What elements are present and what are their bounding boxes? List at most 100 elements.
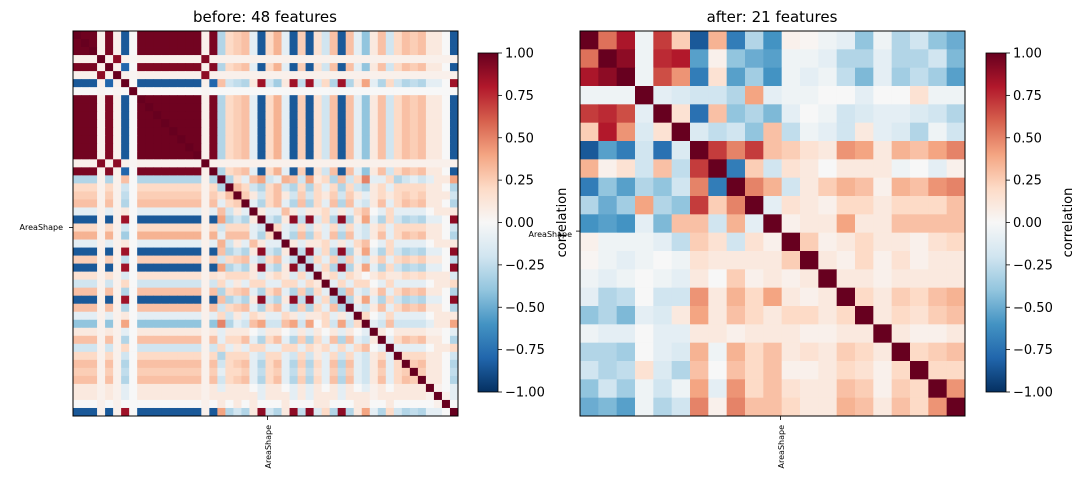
heatmap-cell (393, 367, 403, 377)
heatmap-cell (161, 351, 170, 361)
heatmap-cell (329, 407, 339, 417)
heatmap-cell (89, 175, 98, 184)
heatmap-cell (321, 255, 331, 265)
heatmap-cell (249, 191, 258, 200)
heatmap-cell (616, 269, 636, 289)
heatmap-cell (113, 119, 122, 128)
heatmap-cell (281, 47, 290, 56)
colorbar-tick-label: 0.50 (505, 131, 534, 146)
heatmap-cell (273, 327, 282, 337)
heatmap-cell (217, 223, 226, 232)
heatmap-cell (337, 319, 347, 329)
heatmap-cell (891, 177, 911, 197)
heatmap-cell (281, 367, 290, 377)
heatmap-cell (289, 279, 298, 289)
heatmap-cell (345, 207, 355, 216)
heatmap-cell (89, 183, 98, 192)
heatmap-cell (297, 111, 307, 120)
heatmap-cell (433, 271, 443, 281)
heatmap-cell (369, 231, 379, 240)
heatmap-cell (353, 71, 363, 80)
heatmap-cell (241, 127, 250, 136)
heatmap-cell (257, 191, 266, 200)
heatmap-cell (241, 71, 250, 80)
heatmap-cell (337, 215, 347, 224)
heatmap-cell (377, 95, 387, 104)
heatmap-cell (873, 196, 893, 215)
heatmap-cell (321, 359, 331, 369)
heatmap-cell (369, 351, 379, 361)
heatmap-cell (169, 143, 178, 152)
heatmap-cell (385, 111, 395, 120)
heatmap-cell (818, 361, 838, 380)
heatmap-cell (137, 119, 146, 128)
heatmap-cell (185, 375, 194, 385)
heatmap-cell (401, 255, 411, 265)
heatmap-cell (353, 287, 363, 297)
heatmap-cell (209, 319, 218, 329)
heatmap-cell (81, 79, 90, 88)
heatmap-cell (161, 327, 170, 337)
heatmap-cell (369, 359, 379, 369)
heatmap-cell (910, 232, 929, 252)
heatmap-cell (321, 87, 331, 96)
heatmap-cell (73, 223, 82, 232)
heatmap-cell (409, 183, 419, 192)
heatmap-cell (97, 71, 106, 80)
heatmap-cell (241, 167, 250, 176)
heatmap-cell (305, 39, 315, 48)
heatmap-cell (401, 79, 411, 88)
heatmap-cell (946, 361, 966, 380)
heatmap-cell (105, 359, 114, 369)
heatmap-cell (377, 79, 387, 88)
heatmap-cell (129, 271, 138, 281)
heatmap-cell (946, 31, 966, 50)
heatmap-cell (281, 79, 290, 88)
heatmap-cell (345, 55, 355, 64)
heatmap-cell (97, 279, 106, 289)
heatmap-cell (105, 31, 114, 40)
heatmap-cell (81, 239, 90, 248)
heatmap-cell (257, 215, 266, 224)
heatmap-cell (337, 119, 347, 128)
heatmap-cell (393, 223, 403, 232)
heatmap-cell (265, 383, 274, 393)
heatmap-cell (763, 324, 783, 344)
heatmap-cell (113, 87, 122, 96)
heatmap-cell (580, 251, 599, 270)
heatmap-cell (193, 71, 202, 80)
heatmap-cell (345, 303, 355, 313)
heatmap-cell (369, 383, 379, 393)
heatmap-cell (225, 287, 234, 297)
heatmap-cell (763, 379, 783, 399)
heatmap-cell (393, 175, 403, 184)
heatmap-cell (337, 375, 347, 385)
heatmap-cell (598, 324, 618, 344)
heatmap-cell (417, 223, 427, 232)
heatmap-cell (113, 167, 122, 176)
heatmap-cell (305, 247, 315, 256)
heatmap-cell (177, 399, 186, 409)
heatmap-cell (855, 49, 874, 69)
heatmap-cell (361, 247, 371, 256)
heatmap-cell (129, 39, 138, 48)
heatmap-cell (385, 327, 395, 337)
heatmap-cell (910, 49, 929, 69)
heatmap-cell (257, 223, 266, 232)
heatmap-cell (393, 79, 403, 88)
heatmap-cell (393, 279, 403, 289)
heatmap-cell (177, 183, 186, 192)
heatmap-cell (329, 167, 339, 176)
heatmap-cell (653, 379, 673, 399)
heatmap-cell (177, 39, 186, 48)
heatmap-cell (297, 367, 307, 377)
heatmap-cell (89, 215, 98, 224)
heatmap-cell (441, 279, 451, 289)
heatmap-cell (105, 247, 114, 256)
heatmap-cell (281, 391, 290, 401)
heatmap-cell (273, 47, 282, 56)
heatmap-cell (616, 342, 636, 362)
heatmap-cell (313, 407, 323, 417)
heatmap-cell (281, 127, 290, 136)
heatmap-cell (209, 207, 218, 216)
